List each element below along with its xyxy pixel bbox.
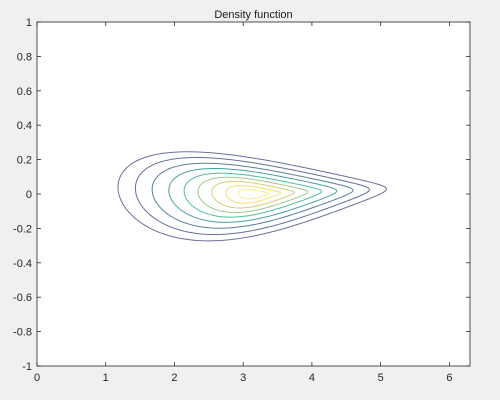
x-tick-label: 1: [103, 372, 109, 384]
x-tick-label: 6: [446, 372, 452, 384]
contour-line-level-7: [211, 180, 295, 209]
contour-line-level-6: [197, 176, 309, 214]
y-tick-label: -1: [22, 361, 32, 373]
y-tick-label: 0: [26, 189, 32, 201]
contour-line-level-9: [237, 188, 270, 200]
contour-line-level-5: [183, 172, 323, 218]
contour-line-level-1: [117, 151, 387, 242]
y-tick-label: 0.6: [17, 86, 32, 98]
x-tick-label: 2: [171, 372, 177, 384]
axes-background: [37, 22, 470, 366]
x-tick-label: 0: [34, 372, 40, 384]
y-tick-label: -0.6: [13, 292, 32, 304]
contour-line-level-8: [225, 185, 282, 204]
contour-line-level-3: [151, 162, 354, 229]
x-tick-label: 4: [309, 372, 315, 384]
y-tick-label: 1: [26, 17, 32, 29]
x-axis: 0 1 2 3 4 5 6: [34, 22, 452, 384]
x-tick-label: 3: [240, 372, 246, 384]
y-tick-label: -0.2: [13, 223, 32, 235]
contour-lines: [117, 151, 387, 242]
contour-line-level-2: [134, 157, 370, 236]
contour-line-level-4: [168, 167, 338, 223]
y-tick-label: -0.8: [13, 327, 32, 339]
y-tick-label: 0.4: [17, 120, 32, 132]
y-tick-label: -0.4: [13, 258, 32, 270]
y-tick-label: 0.8: [17, 51, 32, 63]
chart-title: Density function: [214, 9, 292, 21]
y-tick-label: 0.2: [17, 155, 32, 167]
y-axis: -1 -0.8 -0.6 -0.4 -0.2 0 0.2 0.4 0.6 0.8 1: [13, 17, 470, 373]
x-tick-label: 5: [378, 372, 384, 384]
